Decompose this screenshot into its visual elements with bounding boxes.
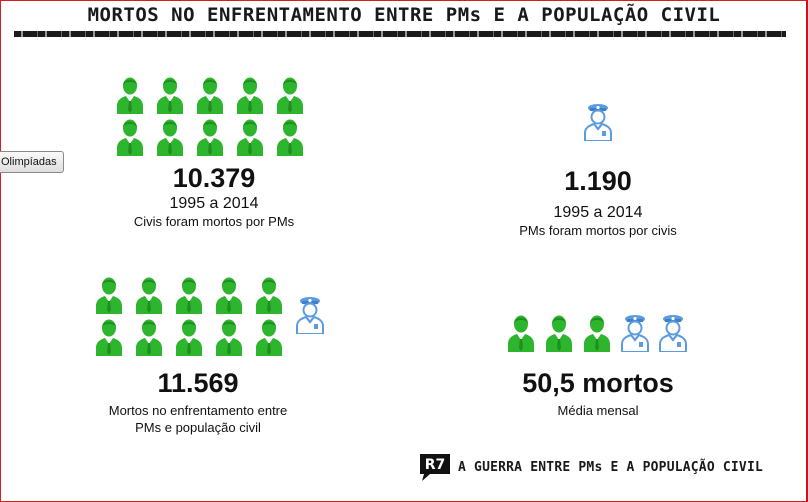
civilians-killed-icons — [114, 76, 306, 156]
civilian-person-icon — [194, 118, 226, 156]
stat-number: 1.190 — [564, 166, 632, 196]
civilian-person-icon — [274, 118, 306, 156]
civilian-person-icon — [194, 76, 226, 114]
stat-number: 11.569 — [157, 368, 239, 398]
police-officer-icon — [294, 296, 326, 334]
stat-number: 10.379 — [172, 163, 256, 193]
civilian-person-icon — [253, 276, 285, 314]
stat-number: 50,5 mortos — [522, 368, 674, 398]
civilian-person-icon — [93, 318, 125, 356]
civilian-person-icon — [154, 76, 186, 114]
civilian-person-icon — [173, 318, 205, 356]
civilian-person-icon — [114, 76, 146, 114]
civilian-person-icon — [581, 314, 613, 352]
stat-description-line2: PMs e população civil — [135, 420, 261, 435]
stat-pms-killed: 1.190 1995 a 2014 PMs foram mortos por c… — [468, 166, 728, 239]
civilian-person-icon — [133, 276, 165, 314]
footer-text: A GUERRA ENTRE PMs E A POPULAÇÃO CIVIL — [458, 459, 764, 475]
civilian-person-icon — [234, 118, 266, 156]
stat-monthly-average: 50,5 mortos Média mensal — [468, 368, 728, 419]
stat-description: Média mensal — [557, 403, 639, 418]
stat-total-deaths: 11.569 Mortos no enfrentamento entre PMs… — [68, 368, 328, 436]
pms-killed-icons — [582, 103, 614, 141]
civilian-person-icon — [133, 318, 165, 356]
stat-description-line1: Mortos no enfrentamento entre — [108, 403, 288, 418]
monthly-average-icons — [505, 314, 689, 352]
stat-period: 1995 a 2014 — [553, 204, 643, 221]
police-officer-icon — [619, 314, 651, 352]
r7-logo: R7 — [420, 454, 450, 481]
civilian-person-icon — [154, 118, 186, 156]
civilian-person-icon — [274, 76, 306, 114]
total-deaths-icons — [93, 276, 285, 356]
civilian-person-icon — [234, 76, 266, 114]
civilian-person-icon — [213, 276, 245, 314]
civilian-person-icon — [213, 318, 245, 356]
civilian-person-icon — [543, 314, 575, 352]
police-officer-icon — [582, 103, 614, 141]
civilian-person-icon — [173, 276, 205, 314]
stat-period: 1995 a 2014 — [169, 195, 259, 212]
civilian-person-icon — [93, 276, 125, 314]
stat-description: Civis foram mortos por PMs — [133, 214, 295, 229]
police-officer-icon — [657, 314, 689, 352]
title-rule — [14, 31, 786, 37]
total-deaths-pm-icon — [294, 296, 326, 334]
page-title: MORTOS NO ENFRENTAMENTO ENTRE PMs E A PO… — [87, 4, 721, 26]
civilian-person-icon — [253, 318, 285, 356]
footer: R7 A GUERRA ENTRE PMs E A POPULAÇÃO CIVI… — [418, 452, 763, 482]
stat-civilians-killed: 10.379 1995 a 2014 Civis foram mortos po… — [84, 163, 344, 230]
civilian-person-icon — [505, 314, 537, 352]
r7-logo-text: R7 — [425, 457, 446, 473]
stat-description: PMs foram mortos por civis — [519, 223, 677, 238]
civilian-person-icon — [114, 118, 146, 156]
olympics-button[interactable]: Olimpíadas — [0, 151, 64, 173]
